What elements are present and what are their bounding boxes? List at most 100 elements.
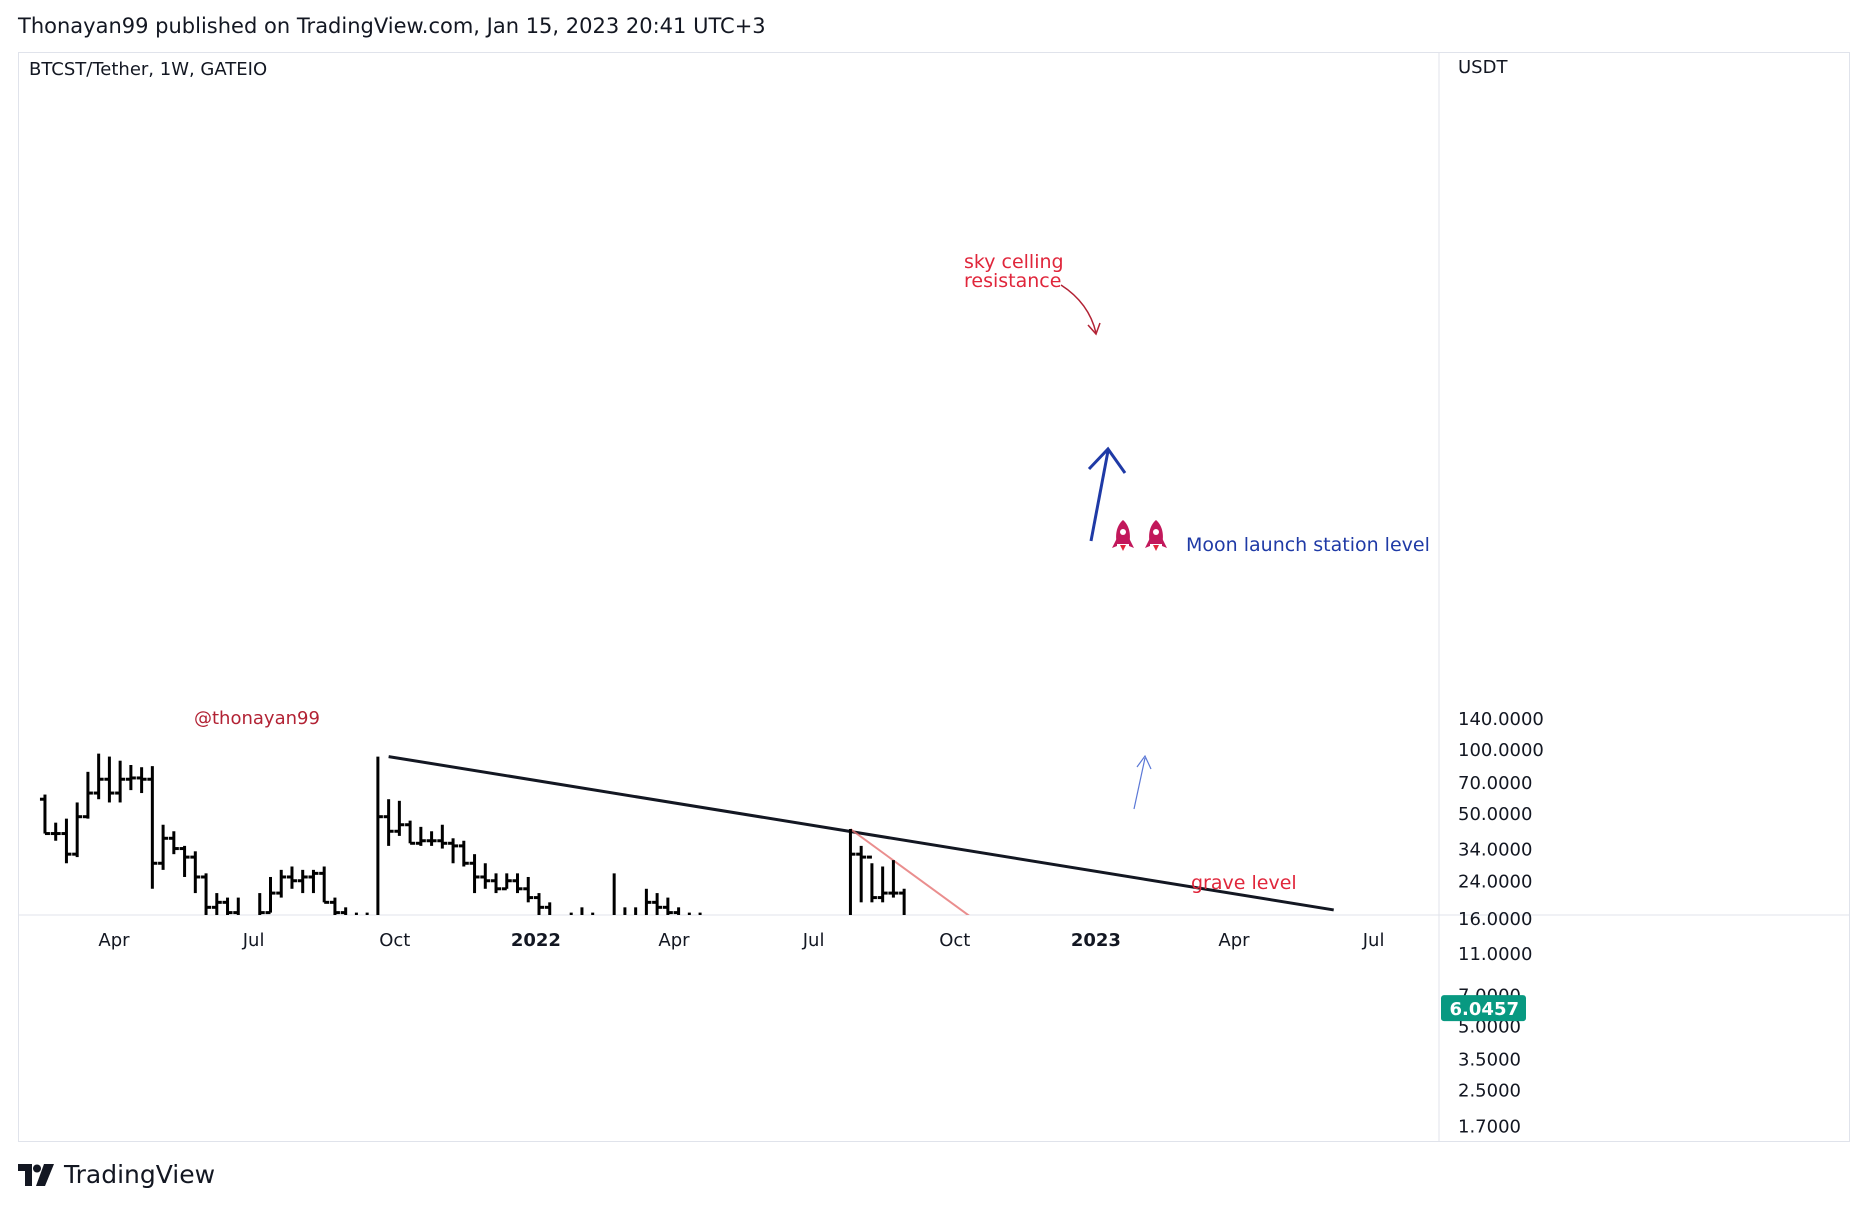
time-tick-label: 2023: [1071, 930, 1121, 951]
ohlc-bar: [687, 912, 691, 915]
ohlc-bar: [190, 851, 201, 894]
ohlc-bar: [319, 866, 330, 904]
ohlc-bar: [523, 876, 534, 903]
ohlc-bar: [201, 873, 212, 915]
ohlc-bar: [211, 893, 222, 915]
ohlc-bar: [168, 831, 179, 855]
ohlc-bar: [921, 937, 931, 961]
recovery-arrow: [1133, 757, 1146, 810]
rocket-icon: [1145, 520, 1167, 551]
ohlc-bar: [996, 962, 1006, 977]
ohlc-bar: [738, 971, 748, 994]
recovery-arrowhead: [1136, 754, 1152, 770]
ohlc-bar: [835, 953, 845, 988]
ohlc-bar: [72, 802, 83, 858]
ohlc-bar: [179, 845, 190, 877]
ohlc-bar: [1039, 982, 1049, 1018]
launch-arrowhead: [1087, 446, 1127, 474]
ohlc-bar: [426, 831, 437, 846]
price-badge-bg: [1441, 995, 1526, 1022]
ohlc-bar: [258, 893, 265, 915]
grave-level-label: grave level: [1191, 872, 1297, 894]
ohlc-bar: [158, 824, 169, 870]
resistance-arrowhead: [1087, 322, 1101, 336]
ohlc-bar: [115, 760, 126, 803]
ohlc-bar: [125, 764, 136, 791]
price-tick-label: 140.0000: [1458, 709, 1544, 730]
time-tick-label: Jul: [802, 930, 825, 951]
resistance-label-line1: sky celling: [964, 251, 1064, 273]
ohlc-bar: [706, 924, 716, 945]
time-tick-label: Apr: [98, 930, 130, 951]
ohlc-bar: [329, 897, 340, 915]
ohlc-bar: [802, 1012, 812, 1022]
ohlc-bar: [652, 893, 663, 915]
ohlc-bar: [501, 873, 512, 891]
resistance-label-line2: resistance: [964, 270, 1061, 292]
ohlc-bar: [781, 1009, 791, 1030]
ohlc-bar: [276, 869, 287, 898]
ohlc-bar: [899, 888, 906, 915]
ohlc-bar: [662, 897, 673, 915]
ohlc-bar: [354, 912, 358, 915]
time-tick-label: Jul: [1362, 930, 1385, 951]
ohlc-bar: [974, 949, 984, 972]
ohlc-bar: [910, 945, 920, 962]
ohlc-bar: [612, 873, 616, 915]
ohlc-bar: [265, 876, 276, 915]
channel-upper-line: [849, 828, 970, 915]
ohlc-bar: [383, 799, 394, 846]
resistance-trendline: [388, 755, 1334, 912]
ohlc-bar: [942, 962, 952, 974]
ohlc-bar: [286, 866, 297, 889]
ohlc-bar: [953, 962, 963, 976]
ohlc-bar: [749, 977, 759, 1002]
time-tick-label: Apr: [658, 930, 690, 951]
ohlc-bar: [623, 907, 627, 915]
rocket-flame: [1153, 545, 1159, 551]
ohlc-bar: [1017, 964, 1027, 976]
ohlc-bar: [760, 988, 770, 1012]
publish-info: Thonayan99 published on TradingView.com,…: [18, 14, 766, 38]
rocket-flame: [1120, 545, 1126, 551]
price-badge: 6.0457: [1441, 995, 1526, 1022]
footer-brand: TradingView: [64, 1160, 216, 1189]
ohlc-bar: [39, 794, 50, 836]
price-tick-label: 50.0000: [1458, 804, 1532, 825]
time-tick-label: Jul: [242, 930, 265, 951]
price-tick-label: 1.7000: [1458, 1116, 1521, 1137]
ohlc-bar: [1071, 992, 1081, 1026]
ohlc-bar: [233, 897, 240, 915]
ohlc-bar: [866, 855, 877, 903]
ohlc-bar: [340, 907, 348, 915]
ohlc-bar: [491, 873, 502, 894]
chart-title: BTCST/Tether, 1W, GATEIO: [29, 59, 267, 80]
ohlc-bar: [376, 756, 383, 915]
ohlc-bar: [848, 829, 856, 915]
price-tick-label: 5.0000: [1458, 1017, 1521, 1038]
ohlc-bar: [61, 818, 72, 864]
ohlc-bar: [1028, 969, 1038, 1022]
ohlc-bar: [1007, 966, 1017, 975]
ohlc-bar: [813, 945, 823, 1017]
ohlc-bar: [985, 962, 995, 977]
ohlc-bar: [1060, 1009, 1070, 1028]
ohlc-bar: [727, 971, 737, 1008]
ohlc-bar: [856, 845, 867, 903]
ohlc-chart[interactable]: BTCST/Tether, 1W, GATEIO sky cellingresis…: [19, 53, 1849, 1206]
price-tick-label: 34.0000: [1458, 840, 1532, 861]
ohlc-bar: [297, 869, 308, 894]
price-tick-label: 100.0000: [1458, 740, 1544, 761]
ohlc-bar: [634, 907, 638, 915]
rocket-fins: [1145, 538, 1167, 548]
ohlc-bar: [93, 753, 104, 800]
time-tick-label: Oct: [379, 930, 410, 951]
ohlc-bar: [147, 766, 158, 889]
ohlc-bar: [644, 888, 652, 915]
footer: TradingView: [18, 1160, 215, 1189]
launch-arrow: [1089, 450, 1110, 542]
rocket-fins: [1112, 538, 1134, 548]
chart-frame: BTCST/Tether, 1W, GATEIO sky celling resis…: [18, 52, 1850, 1206]
ohlc-bar: [365, 912, 369, 915]
